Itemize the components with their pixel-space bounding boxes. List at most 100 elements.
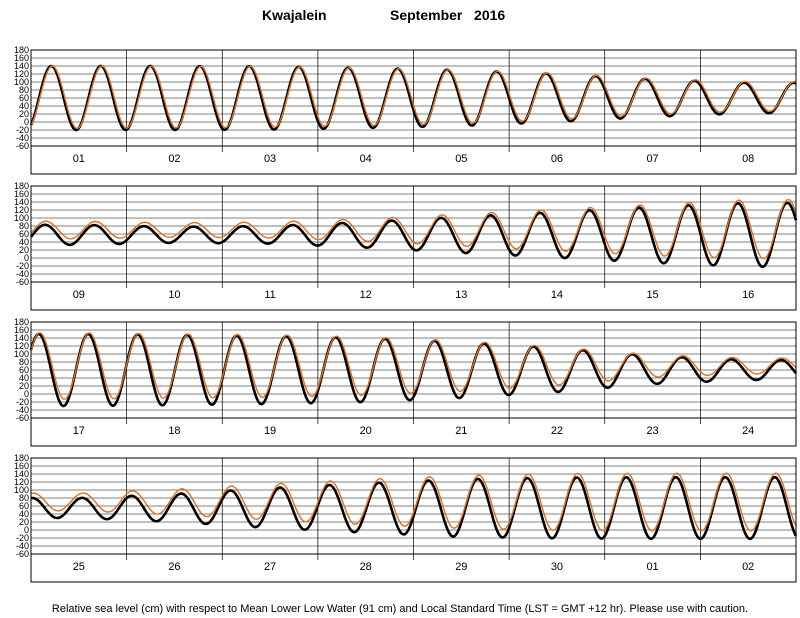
day-label: 02: [168, 153, 180, 165]
observed-series-line: [29, 201, 798, 269]
day-label: 27: [264, 561, 276, 573]
y-tick-label: 60: [19, 229, 29, 239]
y-tick-label: 180: [14, 317, 29, 327]
day-label: 04: [360, 153, 372, 165]
y-tick-label: 0: [24, 389, 29, 399]
day-label: 30: [551, 561, 563, 573]
y-tick-label: -60: [16, 549, 29, 559]
day-label: 14: [551, 289, 563, 301]
y-tick-label: -20: [16, 533, 29, 543]
y-tick-label: 100: [14, 77, 29, 87]
y-tick-label: 140: [14, 333, 29, 343]
day-label: 13: [455, 289, 467, 301]
day-label: 21: [455, 425, 467, 437]
y-tick-label: 160: [14, 53, 29, 63]
y-tick-label: 60: [19, 501, 29, 511]
predicted-series-line: [30, 198, 797, 260]
y-tick-label: -40: [16, 133, 29, 143]
day-label: 07: [646, 153, 658, 165]
day-label: 20: [360, 425, 372, 437]
day-label-band: [30, 553, 797, 583]
y-tick-label: -60: [16, 277, 29, 287]
day-label: 24: [742, 425, 754, 437]
y-tick-label: -20: [16, 261, 29, 271]
y-tick-label: -40: [16, 541, 29, 551]
y-tick-label: 40: [19, 509, 29, 519]
y-tick-label: 0: [24, 253, 29, 263]
footnote: Relative sea level (cm) with respect to …: [52, 603, 748, 615]
y-tick-label: 180: [14, 181, 29, 191]
day-label-band: [30, 281, 797, 311]
day-label: 12: [360, 289, 372, 301]
y-tick-label: 20: [19, 381, 29, 391]
y-tick-label: 140: [14, 197, 29, 207]
predicted-series-line: [30, 65, 797, 130]
y-tick-label: 100: [14, 213, 29, 223]
day-label: 18: [168, 425, 180, 437]
y-tick-label: 140: [14, 469, 29, 479]
y-tick-label: 80: [19, 493, 29, 503]
day-label: 03: [264, 153, 276, 165]
y-tick-label: 120: [14, 69, 29, 79]
y-tick-label: 180: [14, 45, 29, 55]
y-tick-label: -60: [16, 141, 29, 151]
day-label-band: [30, 417, 797, 447]
y-tick-label: -60: [16, 413, 29, 423]
y-tick-label: -20: [16, 397, 29, 407]
month-year-title: September 2016: [390, 7, 505, 23]
day-label: 26: [168, 561, 180, 573]
y-tick-label: 100: [14, 349, 29, 359]
y-tick-label: 80: [19, 85, 29, 95]
predicted-series-line: [30, 472, 797, 532]
observed-series-line: [29, 332, 798, 408]
day-label: 15: [646, 289, 658, 301]
day-label: 10: [168, 289, 180, 301]
day-label: 11: [264, 289, 275, 301]
y-tick-label: 160: [14, 189, 29, 199]
y-tick-label: 100: [14, 485, 29, 495]
y-tick-label: 160: [14, 325, 29, 335]
day-label: 02: [742, 561, 754, 573]
y-tick-label: 140: [14, 61, 29, 71]
y-tick-label: 60: [19, 365, 29, 375]
day-label: 08: [742, 153, 754, 165]
day-label: 16: [742, 289, 754, 301]
day-label: 22: [551, 425, 563, 437]
y-tick-label: -40: [16, 269, 29, 279]
station-title: Kwajalein: [262, 7, 327, 23]
y-tick-label: 20: [19, 245, 29, 255]
y-tick-label: -40: [16, 405, 29, 415]
day-label: 17: [73, 425, 85, 437]
day-label: 25: [73, 561, 85, 573]
y-tick-label: 0: [24, 117, 29, 127]
y-tick-label: 40: [19, 237, 29, 247]
y-tick-label: 20: [19, 109, 29, 119]
y-tick-label: 0: [24, 525, 29, 535]
y-tick-label: -20: [16, 125, 29, 135]
day-label-band: [30, 145, 797, 175]
day-label: 06: [551, 153, 563, 165]
day-label: 01: [646, 561, 658, 573]
day-label: 19: [264, 425, 276, 437]
day-label: 28: [360, 561, 372, 573]
day-label: 09: [73, 289, 85, 301]
day-label: 05: [455, 153, 467, 165]
y-tick-label: 120: [14, 477, 29, 487]
y-tick-label: 120: [14, 341, 29, 351]
day-label: 23: [646, 425, 658, 437]
observed-series-line: [29, 64, 797, 132]
day-label: 01: [73, 153, 85, 165]
y-tick-label: 40: [19, 373, 29, 383]
y-tick-label: 80: [19, 357, 29, 367]
y-tick-label: 20: [19, 517, 29, 527]
y-tick-label: 180: [14, 453, 29, 463]
predicted-series-line: [30, 332, 797, 400]
y-tick-label: 120: [14, 205, 29, 215]
y-tick-label: 80: [19, 221, 29, 231]
y-tick-label: 40: [19, 101, 29, 111]
